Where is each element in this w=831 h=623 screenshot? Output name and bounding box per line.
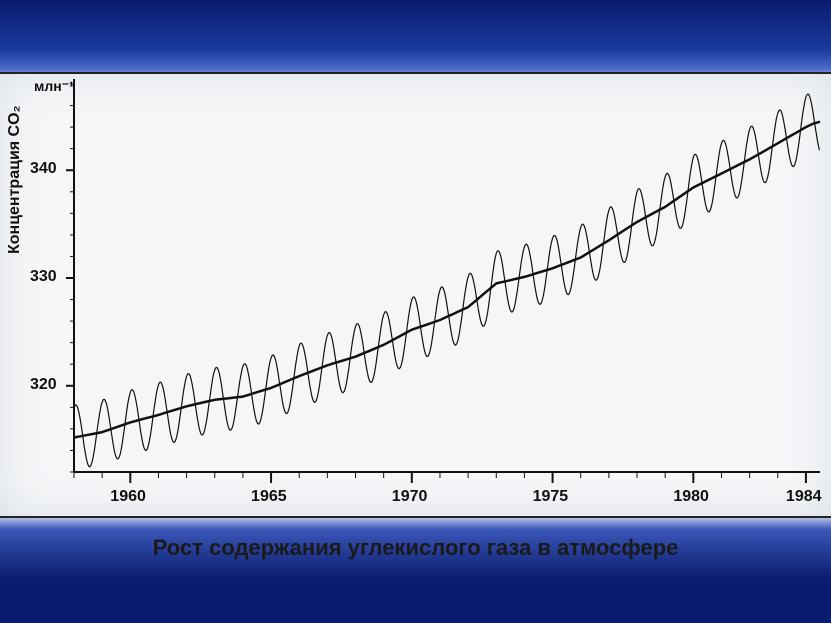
- y-tick-label: 340: [30, 160, 57, 178]
- y-tick-label: 320: [30, 376, 57, 394]
- x-tick-label: 1975: [533, 488, 569, 506]
- chart-svg: [0, 74, 831, 516]
- x-tick-label: 1980: [673, 488, 709, 506]
- chart-panel: млн⁻¹ Концентрация CO₂ 320330340 1960196…: [0, 72, 831, 518]
- x-tick-label: 1965: [251, 488, 287, 506]
- x-tick-label: 1960: [110, 488, 146, 506]
- y-tick-label: 330: [30, 268, 57, 286]
- x-tick-label: 1970: [392, 488, 428, 506]
- chart-caption: Рост содержания углекислого газа в атмос…: [0, 535, 831, 561]
- x-tick-label: 1984: [786, 488, 822, 506]
- slide-background: млн⁻¹ Концентрация CO₂ 320330340 1960196…: [0, 0, 831, 623]
